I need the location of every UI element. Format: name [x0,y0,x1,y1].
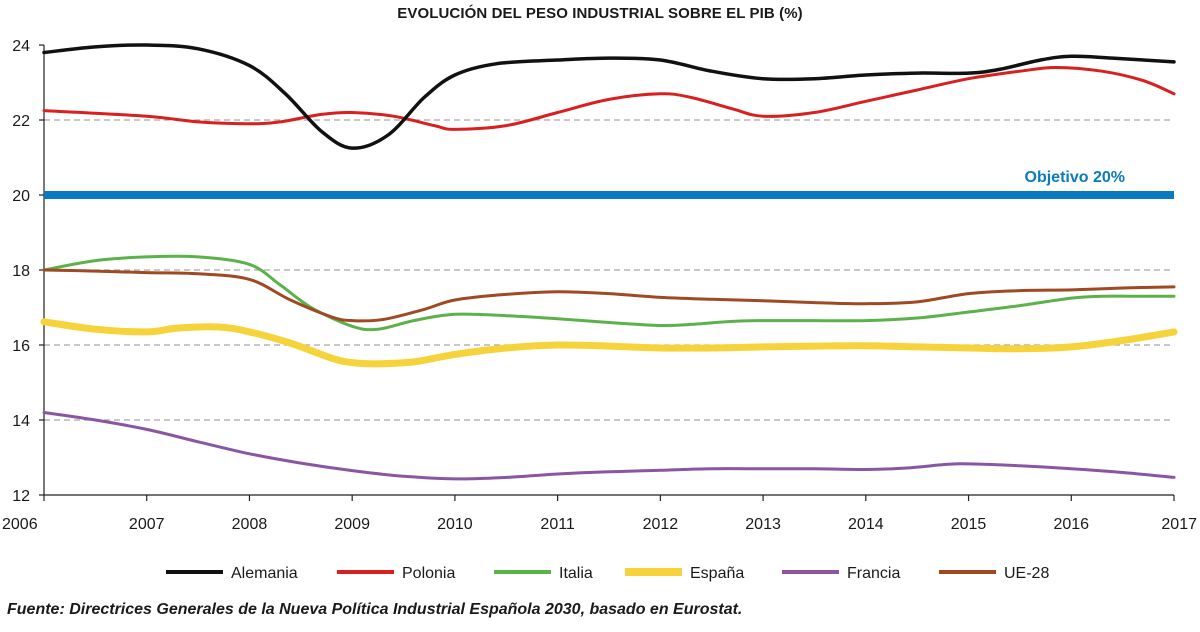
x-tick-label-2008: 2008 [232,516,268,533]
x-tick-label-2007: 2007 [129,516,165,533]
gridlines [44,119,1174,421]
series-line-alemania [42,43,1176,150]
legend-label-alemania: Alemania [231,565,298,582]
legend-label-ue-28: UE-28 [1004,565,1049,582]
legend-label-polonia: Polonia [402,565,455,582]
y-tick-label-14: 14 [12,413,30,430]
x-tick-label-2011: 2011 [540,516,575,533]
y-tick-label-20: 20 [12,188,30,205]
legend-label-espa-a: España [690,565,744,582]
y-tick-label-12: 12 [12,488,30,505]
series-line-polonia [42,66,1176,131]
target-line-label: Objetivo 20% [1025,169,1125,186]
target-line-group: Objetivo 20% [44,169,1174,199]
y-tick-label-18: 18 [12,263,30,280]
x-tick-label-2013: 2013 [745,516,781,533]
series-line-espa-a [40,318,1178,368]
x-tick-label-2009: 2009 [334,516,370,533]
legend-label-italia: Italia [559,565,593,582]
x-tick-label-2014: 2014 [848,516,884,533]
chart-title: EVOLUCIÓN DEL PESO INDUSTRIAL SOBRE EL P… [397,5,803,22]
series-group [40,43,1178,481]
x-tick-label-2012: 2012 [643,516,679,533]
series-line-ue-28 [42,268,1176,323]
series-line-italia [42,254,1176,332]
x-tick-label-2015: 2015 [951,516,987,533]
x-tick-label-2017: 2017 [1161,516,1197,533]
x-tick-label-2016: 2016 [1053,516,1089,533]
x-tick-label-2010: 2010 [437,516,473,533]
y-tick-label-16: 16 [12,338,30,355]
source-note: Fuente: Directrices Generales de la Nuev… [7,601,743,618]
y-tick-label-22: 22 [12,113,30,130]
legend-label-francia: Francia [847,565,900,582]
y-tick-label-24: 24 [12,38,30,55]
x-tick-label-2006: 2006 [2,516,38,533]
series-line-francia [42,411,1176,481]
axes: 12 14 16 18 20 22 24 2006 2007 2008 2009 2010 2011 20… [2,38,1197,533]
legend: Alemania Polonia Italia España Francia UE-28 [166,565,1049,582]
